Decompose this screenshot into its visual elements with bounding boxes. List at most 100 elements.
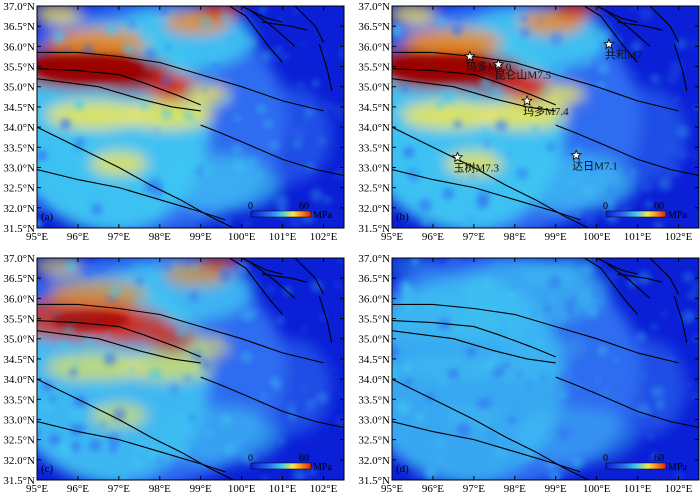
lon-tick-label: 100°E — [583, 483, 611, 494]
earthquake-label: 达日M7.1 — [572, 159, 618, 172]
lon-tick-label: 98°E — [504, 231, 526, 243]
map-panel: 37.0°N 36.5°N 36.0°N 35.5°N 35.0°N 34.5°N 34.0… — [358, 253, 700, 494]
fault-line — [37, 420, 226, 473]
lat-tick-label: 35.5°N — [358, 62, 390, 74]
fault-line — [555, 376, 699, 429]
fault-line — [555, 124, 699, 177]
stress-field — [37, 6, 344, 228]
fault-line — [392, 51, 679, 112]
panel-label: (c) — [41, 463, 54, 475]
lat-tick-label: 33.0°N — [3, 414, 35, 426]
fault-line — [649, 258, 679, 295]
lat-tick-label: 32.5°N — [3, 435, 35, 447]
panel-frame — [36, 257, 345, 481]
fault-line — [249, 261, 296, 299]
lat-tick-label: 36.0°N — [3, 293, 35, 305]
lat-tick-label: 31.5°N — [3, 223, 35, 235]
fault-line — [37, 303, 324, 364]
fault-line — [249, 9, 296, 47]
earthquake-star-icon — [603, 38, 615, 50]
colorbar-max-label: 60 — [299, 201, 309, 212]
colorbar-min-label: 0 — [603, 453, 608, 464]
lat-tick-label: 35.0°N — [3, 334, 35, 346]
lat-tick-label: 36.0°N — [358, 41, 390, 53]
fault-line — [673, 296, 688, 343]
colorbar-min-label: 0 — [603, 201, 608, 212]
panel-label: (b) — [396, 211, 409, 223]
colorbar — [605, 210, 667, 218]
earthquake-label: 玉树M7.3 — [453, 160, 499, 174]
lat-tick-label: 33.5°N — [3, 142, 35, 154]
lat-tick-label: 36.5°N — [358, 21, 390, 33]
lat-tick-label: 35.0°N — [358, 82, 390, 94]
map-panel: 37.0°N 36.5°N 36.0°N 35.5°N 35.0°N 34.5°N 34.0… — [3, 1, 345, 243]
lat-tick-label: 36.0°N — [3, 41, 35, 53]
lat-tick-label: 32.0°N — [358, 203, 390, 215]
fault-line — [37, 68, 201, 106]
lat-tick-label: 36.5°N — [3, 21, 35, 33]
lon-tick-label: 96°E — [67, 231, 89, 243]
fault-line — [604, 9, 651, 47]
fault-line — [604, 261, 651, 299]
lat-tick-label: 34.0°N — [3, 374, 35, 386]
lat-tick-label: 36.5°N — [3, 273, 35, 285]
lat-tick-label: 32.0°N — [3, 455, 35, 467]
lat-tick-label: 37.0°N — [358, 1, 390, 13]
lat-tick-label: 37.0°N — [3, 1, 35, 13]
panel-label: (a) — [41, 211, 54, 223]
fault-line — [241, 6, 283, 23]
lat-tick-label: 35.0°N — [358, 334, 390, 346]
fault-line — [241, 258, 283, 275]
lat-tick-label: 37.0°N — [358, 253, 390, 265]
fault-line — [37, 320, 201, 358]
lat-tick-label: 35.5°N — [3, 314, 35, 326]
lat-tick-label: 33.0°N — [3, 162, 35, 174]
colorbar — [250, 210, 312, 218]
fault-line — [294, 258, 324, 295]
earthquake-star-icon — [570, 149, 583, 161]
lon-tick-label: 97°E — [463, 483, 485, 494]
lat-tick-label: 37.0°N — [3, 253, 35, 265]
lon-tick-label: 95°E — [26, 483, 48, 494]
earthquake-star-icon — [463, 50, 476, 62]
lat-tick-label: 33.5°N — [358, 394, 390, 406]
fault-line — [596, 258, 638, 275]
lat-tick-label: 33.5°N — [3, 394, 35, 406]
lat-tick-label: 34.0°N — [358, 122, 390, 134]
colorbar — [250, 462, 312, 470]
stress-field — [392, 6, 699, 228]
fault-line — [318, 44, 333, 91]
lon-tick-label: 101°E — [269, 483, 297, 494]
fault-line — [37, 168, 226, 221]
lon-tick-label: 97°E — [463, 231, 485, 243]
fault-line — [673, 44, 688, 91]
fault-line — [392, 168, 581, 221]
lat-tick-label: 34.0°N — [358, 374, 390, 386]
panel-frame — [36, 5, 345, 229]
lat-tick-label: 33.0°N — [358, 162, 390, 174]
lon-tick-label: 100°E — [228, 231, 256, 243]
lat-tick-label: 35.5°N — [3, 62, 35, 74]
lon-tick-label: 96°E — [422, 483, 444, 494]
fault-line — [649, 6, 679, 43]
colorbar-min-label: 0 — [248, 453, 253, 464]
lat-tick-label: 33.0°N — [358, 414, 390, 426]
fault-line — [200, 376, 344, 429]
lat-tick-label: 36.5°N — [358, 273, 390, 285]
earthquake-label: 玛多M7.4 — [523, 104, 569, 118]
panel-label: (d) — [396, 463, 409, 475]
fault-line — [584, 258, 639, 315]
fault-line — [584, 6, 639, 63]
earthquake-star-icon — [492, 58, 505, 70]
lon-tick-label: 97°E — [108, 231, 130, 243]
fault-line — [294, 6, 324, 43]
lon-tick-label: 100°E — [228, 483, 256, 494]
lon-tick-label: 96°E — [67, 483, 89, 494]
colorbar-unit-label: MPa — [313, 210, 332, 221]
lon-tick-label: 102°E — [310, 231, 338, 243]
panel-frame — [391, 5, 700, 229]
lat-tick-label: 33.5°N — [358, 142, 390, 154]
panel-frame — [391, 257, 700, 481]
